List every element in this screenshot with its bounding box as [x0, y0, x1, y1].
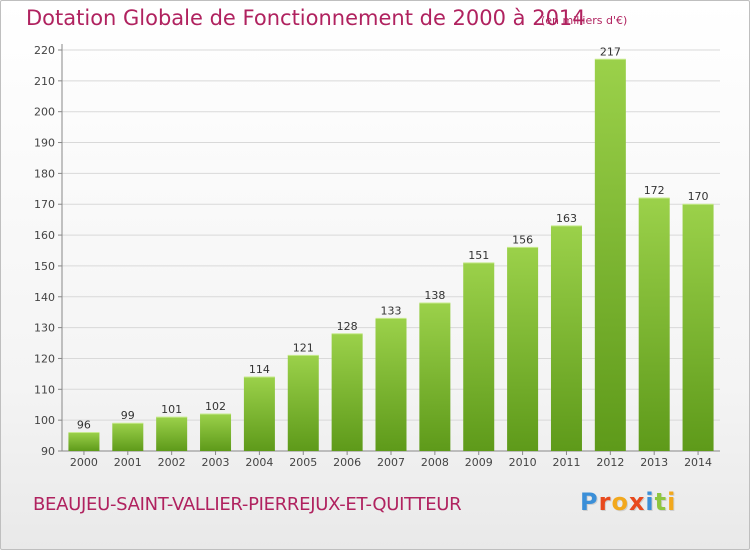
y-tick-label: 220	[34, 44, 55, 57]
data-label: 217	[600, 45, 621, 58]
x-tick-label: 2006	[333, 456, 361, 469]
data-label: 138	[424, 289, 445, 302]
y-tick-label: 150	[34, 260, 55, 273]
data-label: 133	[381, 304, 402, 317]
y-tick-label: 160	[34, 229, 55, 242]
x-tick-label: 2014	[684, 456, 712, 469]
x-tick-label: 2010	[509, 456, 537, 469]
y-tick-label: 200	[34, 106, 55, 119]
data-label: 151	[468, 249, 489, 262]
bar	[112, 423, 144, 451]
chart-unit: (en milliers d'€)	[541, 14, 628, 27]
logo-letter: r	[598, 488, 612, 516]
y-tick-label: 180	[34, 167, 55, 180]
y-tick-label: 190	[34, 137, 55, 150]
bar	[550, 225, 582, 451]
data-label: 114	[249, 363, 270, 376]
commune-name: BEAUJEU-SAINT-VALLIER-PIERREJUX-ET-QUITT…	[33, 494, 462, 515]
data-label: 121	[293, 341, 314, 354]
data-label: 170	[688, 190, 709, 203]
bar	[200, 413, 232, 451]
x-tick-label: 2003	[202, 456, 230, 469]
bar	[375, 318, 407, 451]
data-label: 128	[337, 320, 358, 333]
logo-letter: i	[667, 488, 677, 516]
x-tick-label: 2004	[245, 456, 273, 469]
x-tick-labels: 2000 2001 2002 2003 2004 2005 2006 2007 2008 2009…	[70, 456, 712, 469]
bar	[507, 247, 539, 451]
logo-letter: t	[654, 488, 668, 516]
bar	[594, 59, 626, 451]
bar	[243, 376, 275, 451]
bar	[463, 262, 495, 451]
data-labels: 96 99 101 102 114 121 128 133 138 151 156 163 217 172…	[77, 45, 709, 431]
y-tick-label: 120	[34, 352, 55, 365]
proxiti-logo: Proxiti	[580, 488, 676, 516]
logo-letter: i	[645, 488, 655, 516]
bar	[331, 333, 363, 451]
bars	[68, 58, 714, 451]
x-tick-label: 2012	[596, 456, 624, 469]
x-tick-label: 2005	[289, 456, 317, 469]
data-label: 102	[205, 400, 226, 413]
x-tick-label: 2013	[640, 456, 668, 469]
bar	[156, 417, 188, 451]
y-tick-label: 210	[34, 75, 55, 88]
bar	[419, 302, 451, 451]
bar	[682, 204, 714, 451]
x-tick-label: 2002	[158, 456, 186, 469]
data-label: 163	[556, 212, 577, 225]
bar	[638, 198, 670, 451]
logo-letter: o	[611, 488, 629, 516]
data-label: 172	[644, 184, 665, 197]
y-tick-label: 90	[41, 445, 55, 458]
x-tick-label: 2011	[552, 456, 580, 469]
x-tick-label: 2001	[114, 456, 142, 469]
y-tick-label: 170	[34, 198, 55, 211]
bar	[68, 432, 100, 451]
y-tick-labels: 90 100 110 120 130 140 150 160 170 180 190 200 210 22…	[34, 44, 55, 458]
y-tick-label: 130	[34, 322, 55, 335]
chart-title: Dotation Globale de Fonctionnement de 20…	[26, 6, 586, 30]
y-tick-label: 110	[34, 383, 55, 396]
x-tick-label: 2000	[70, 456, 98, 469]
data-label: 99	[121, 409, 135, 422]
x-tick-label: 2008	[421, 456, 449, 469]
x-tick-label: 2009	[465, 456, 493, 469]
logo-letter: P	[580, 488, 599, 516]
data-label: 96	[77, 418, 91, 431]
logo-letter: x	[628, 488, 646, 516]
x-tick-label: 2007	[377, 456, 405, 469]
bar	[287, 355, 319, 451]
y-tick-label: 140	[34, 291, 55, 304]
data-label: 101	[161, 403, 182, 416]
data-label: 156	[512, 233, 533, 246]
y-tick-label: 100	[34, 414, 55, 427]
